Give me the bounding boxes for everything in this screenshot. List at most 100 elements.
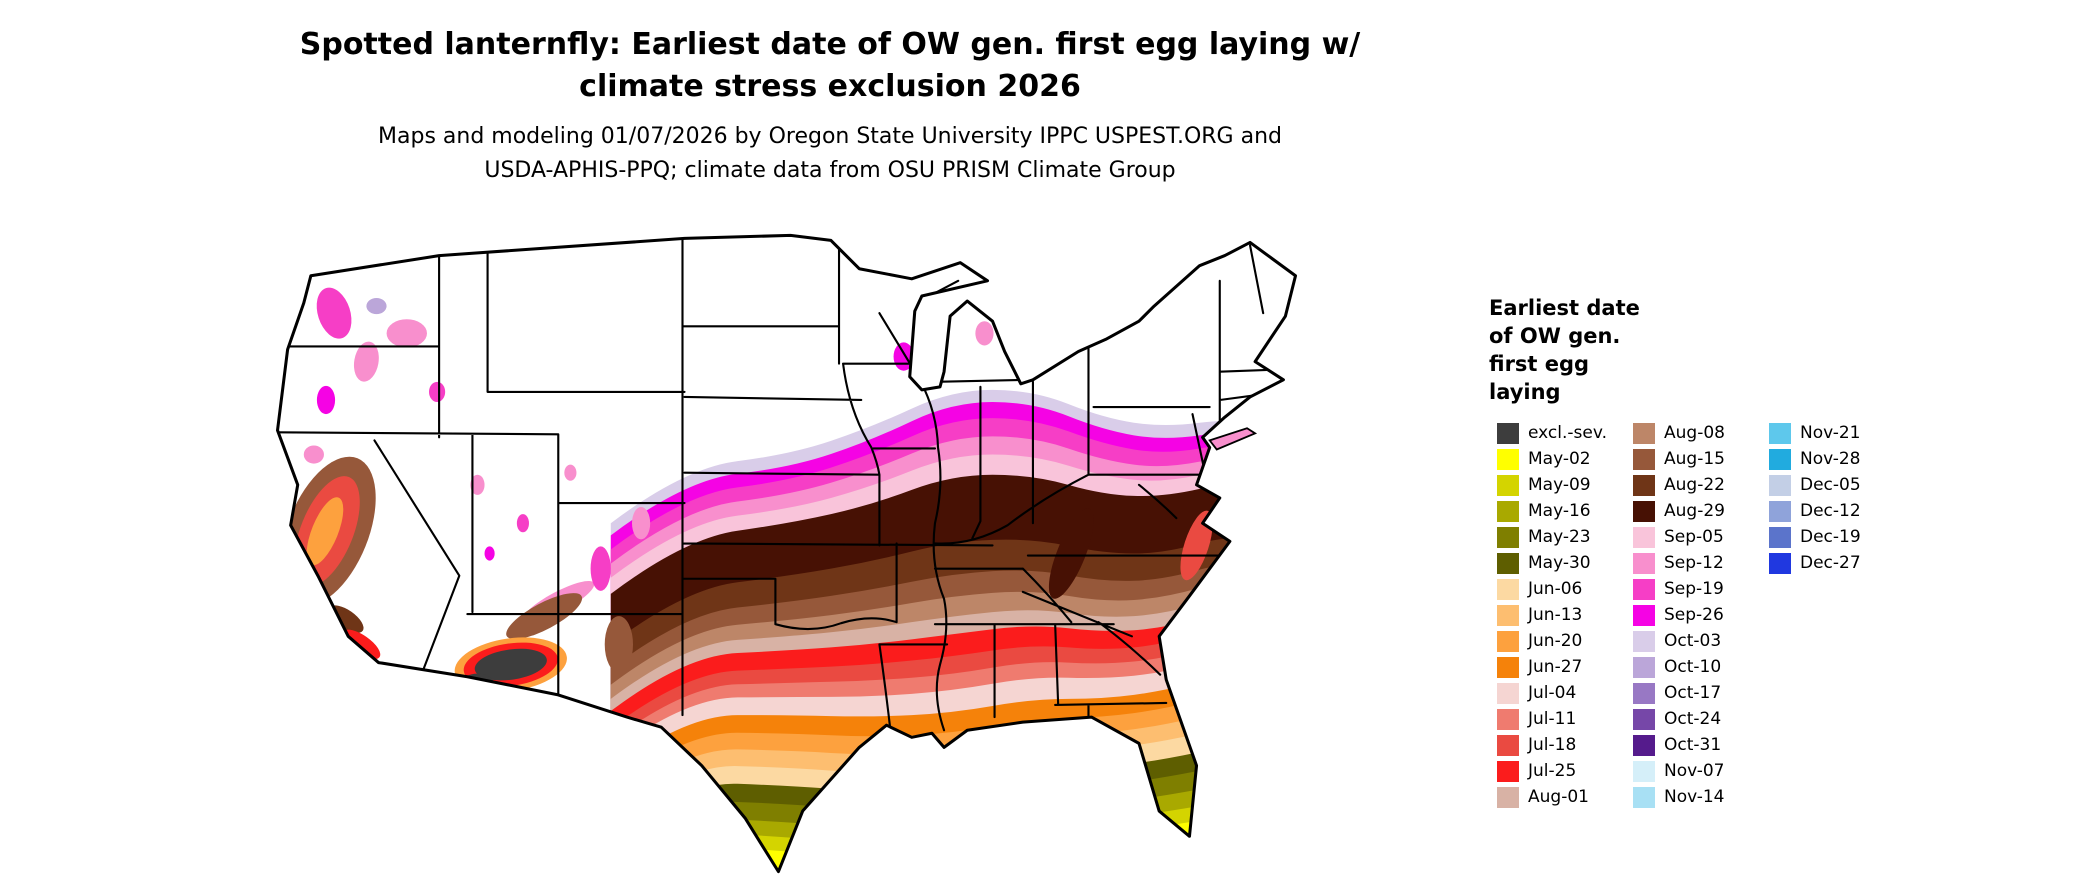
- legend-swatch: [1633, 760, 1655, 782]
- legend-swatch: [1633, 682, 1655, 704]
- legend-entry: Oct-03: [1633, 628, 1769, 654]
- legend-entry: Dec-12: [1769, 498, 1905, 524]
- legend-entry-label: May-02: [1528, 449, 1591, 469]
- legend-entry-label: Aug-08: [1664, 423, 1725, 443]
- legend-entry: Nov-28: [1769, 446, 1905, 472]
- legend-entry-label: Sep-19: [1664, 579, 1724, 599]
- state-borders: [277, 237, 1277, 742]
- legend-entry-label: May-30: [1528, 553, 1591, 573]
- legend-entry: Jul-25: [1497, 758, 1633, 784]
- legend-swatch: [1633, 734, 1655, 756]
- legend-entry: Aug-01: [1497, 784, 1633, 810]
- legend-swatch: [1497, 578, 1519, 600]
- legend-entry: Aug-29: [1633, 498, 1769, 524]
- legend-entry: Sep-26: [1633, 602, 1769, 628]
- legend-swatch: [1633, 500, 1655, 522]
- legend-entry: Jul-11: [1497, 706, 1633, 732]
- legend-entry: Dec-19: [1769, 524, 1905, 550]
- map-patch: [631, 507, 651, 540]
- map-patch: [1180, 510, 1213, 581]
- legend-title-line: first egg: [1489, 352, 1590, 376]
- legend-title: Earliest date of OW gen. first egg layin…: [1489, 294, 2045, 406]
- legend-entry-label: Jul-04: [1528, 683, 1577, 703]
- map-patch: [604, 616, 634, 673]
- legend-entry: Sep-05: [1633, 524, 1769, 550]
- legend-entry: May-16: [1497, 498, 1633, 524]
- legend-entry: Aug-22: [1633, 472, 1769, 498]
- legend-entry-label: Aug-29: [1664, 501, 1725, 521]
- legend-entry: Dec-05: [1769, 472, 1905, 498]
- legend-swatch: [1497, 500, 1519, 522]
- legend-entry-label: Nov-14: [1664, 787, 1725, 807]
- legend-swatch: [1769, 474, 1791, 496]
- legend-swatch: [1633, 422, 1655, 444]
- legend-entry-label: Oct-31: [1664, 735, 1722, 755]
- map-patch: [316, 385, 336, 415]
- legend-entry: Nov-07: [1633, 758, 1769, 784]
- legend-entry: Jun-06: [1497, 576, 1633, 602]
- legend-swatch: [1497, 448, 1519, 470]
- legend-swatch: [1633, 578, 1655, 600]
- legend-swatch: [1633, 656, 1655, 678]
- title-line-2: climate stress exclusion 2026: [579, 69, 1081, 104]
- legend-entry-label: Jul-18: [1528, 735, 1577, 755]
- map-title: Spotted lanternfly: Earliest date of OW …: [0, 24, 1660, 108]
- legend-entry-label: Jul-25: [1528, 761, 1577, 781]
- legend-entry-label: May-16: [1528, 501, 1591, 521]
- map-patch: [386, 319, 427, 348]
- legend-entry: Jul-18: [1497, 732, 1633, 758]
- legend-swatch: [1497, 552, 1519, 574]
- map-band: [610, 816, 1296, 872]
- legend-entry: Nov-21: [1769, 420, 1905, 446]
- legend-swatch: [1633, 604, 1655, 626]
- legend-swatch: [1497, 604, 1519, 626]
- legend-swatch: [1633, 474, 1655, 496]
- map-patch: [342, 629, 381, 660]
- long-island: [1208, 427, 1258, 451]
- legend-swatch: [1497, 734, 1519, 756]
- legend-entry-label: May-09: [1528, 475, 1591, 495]
- legend-entry-label: Aug-15: [1664, 449, 1725, 469]
- legend-entry-label: Oct-24: [1664, 709, 1722, 729]
- map-patch: [590, 546, 611, 591]
- legend-entry-label: Jun-06: [1528, 579, 1583, 599]
- legend-entry-label: Nov-07: [1664, 761, 1725, 781]
- date-color-bands: [610, 389, 1296, 872]
- legend-entry-label: Sep-26: [1664, 605, 1724, 625]
- legend-swatch: [1769, 552, 1791, 574]
- legend-title-line: of OW gen.: [1489, 324, 1621, 348]
- map-patch: [470, 474, 485, 495]
- legend-entry-label: Jun-13: [1528, 605, 1583, 625]
- map-patch: [484, 546, 495, 561]
- legend-column-3: Nov-21 Nov-28 Dec-05 Dec-12 Dec-19 Dec-27: [1769, 420, 1905, 810]
- legend-entry-label: Oct-17: [1664, 683, 1722, 703]
- legend-entry: Jun-20: [1497, 628, 1633, 654]
- legend-entry: Dec-27: [1769, 550, 1905, 576]
- map-patch: [564, 464, 577, 481]
- legend-swatch: [1497, 422, 1519, 444]
- legend-swatch: [1497, 760, 1519, 782]
- map-band: [610, 801, 1296, 872]
- map-patch: [975, 321, 994, 346]
- legend-swatch: [1633, 630, 1655, 652]
- map-patch: [506, 593, 583, 640]
- subtitle-line-2: USDA-APHIS-PPQ; climate data from OSU PR…: [484, 158, 1176, 183]
- legend-entry-label: Jun-27: [1528, 657, 1583, 677]
- legend-entry: Sep-12: [1633, 550, 1769, 576]
- legend: Earliest date of OW gen. first egg layin…: [1485, 294, 2045, 810]
- legend-swatch: [1633, 448, 1655, 470]
- legend-title-line: Earliest date: [1489, 296, 1640, 320]
- map-patch: [316, 287, 352, 339]
- map-patch: [923, 329, 941, 350]
- legend-entry-label: Sep-05: [1664, 527, 1724, 547]
- legend-entry: Oct-17: [1633, 680, 1769, 706]
- legend-swatch: [1633, 526, 1655, 548]
- legend-entry-label: Oct-10: [1664, 657, 1722, 677]
- map-subtitle: Maps and modeling 01/07/2026 by Oregon S…: [0, 120, 1660, 188]
- legend-entry-label: Dec-12: [1800, 501, 1861, 521]
- legend-swatch: [1497, 656, 1519, 678]
- legend-swatch: [1769, 500, 1791, 522]
- legend-swatch: [1769, 526, 1791, 548]
- legend-column-1: excl.-sev. May-02 May-09 May-16 May-23 May-30…: [1497, 420, 1633, 810]
